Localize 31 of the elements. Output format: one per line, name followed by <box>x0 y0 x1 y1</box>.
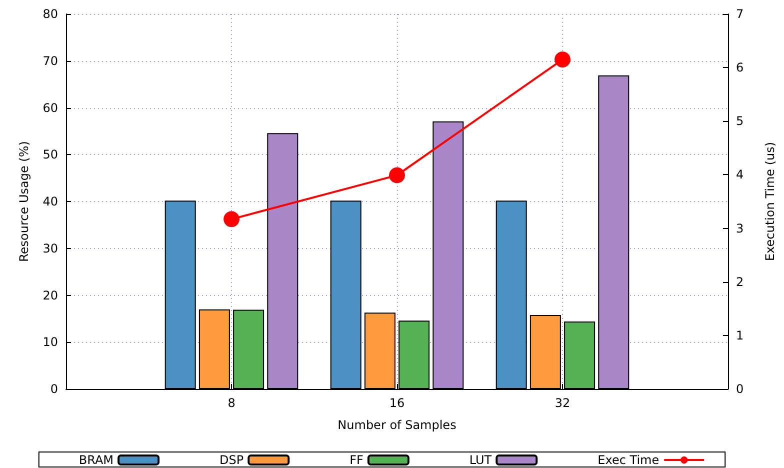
y-tick-label: 30 <box>42 241 58 256</box>
x-axis-title: Number of Samples <box>338 418 456 432</box>
y-tick-label: 50 <box>42 148 58 162</box>
x-tick-label: 32 <box>554 396 570 410</box>
point <box>224 211 240 228</box>
y2-tick-label: 2 <box>736 274 744 289</box>
legend-label: BRAM <box>78 453 114 467</box>
y-tick-label: 10 <box>42 335 58 350</box>
legend-label: LUT <box>469 453 492 467</box>
y2-axis-title: Execution Time (us) <box>763 142 777 262</box>
point <box>389 167 405 184</box>
y2-tick-label: 6 <box>736 60 744 75</box>
legend-label: DSP <box>220 453 244 467</box>
y-tick-label: 0 <box>50 382 58 396</box>
y2-tick-label: 4 <box>736 168 744 182</box>
y-tick-label: 70 <box>42 54 58 68</box>
y-tick-label: 40 <box>42 194 58 208</box>
y2-tick-label: 7 <box>736 7 744 21</box>
legend-label: Exec Time <box>598 453 660 467</box>
y-tick-label: 20 <box>42 288 58 302</box>
y2-tick-label: 1 <box>736 328 744 342</box>
y-tick-label: 80 <box>42 7 58 21</box>
x-tick-label: 8 <box>228 396 236 410</box>
x-tick-label: 16 <box>389 396 405 410</box>
y2-tick-label: 5 <box>736 114 744 128</box>
y-tick-label: 60 <box>42 100 58 115</box>
y2-tick-label: 0 <box>736 382 744 396</box>
legend-label: FF <box>350 453 364 467</box>
point <box>554 52 570 68</box>
y-axis-title: Resource Usage (%) <box>17 141 31 262</box>
y2-tick-label: 3 <box>736 221 744 236</box>
